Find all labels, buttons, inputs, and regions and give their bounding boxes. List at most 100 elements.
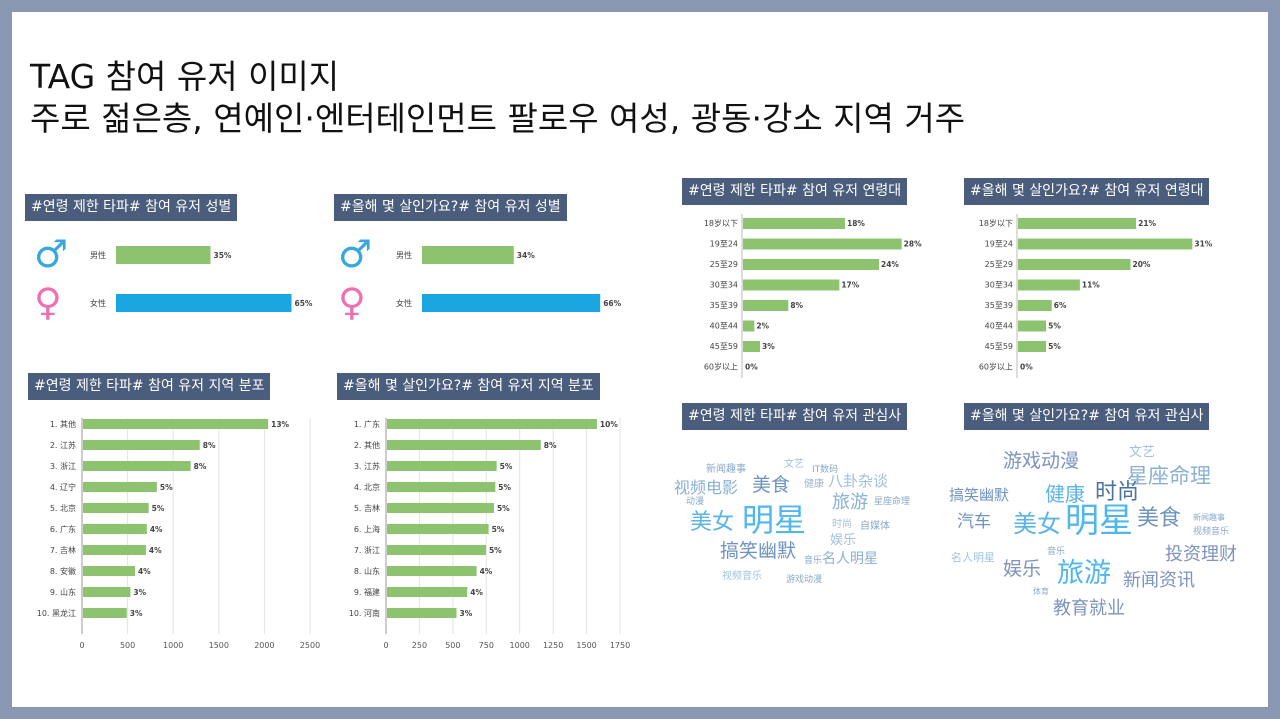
data-label: 8% xyxy=(203,441,216,450)
category-label: 30至34 xyxy=(985,281,1013,290)
data-label: 8% xyxy=(194,462,207,471)
data-label: 21% xyxy=(1138,219,1156,228)
category-label: 10. 河南 xyxy=(349,608,380,618)
gender-a-chart: 男性 35% 女性 65% xyxy=(90,246,313,312)
bar xyxy=(387,566,477,576)
data-label: 10% xyxy=(600,420,618,429)
bar xyxy=(743,259,879,270)
bar xyxy=(1018,238,1193,250)
category-label: 3. 江苏 xyxy=(354,461,380,471)
data-label: 3% xyxy=(133,588,146,597)
category-label: 8. 安徽 xyxy=(50,566,76,576)
wordcloud-word: 新闻趣事 xyxy=(706,464,746,475)
wordcloud-word: 搞笑幽默 xyxy=(949,486,1010,504)
wordcloud-word: 体育 xyxy=(1033,587,1049,596)
category-label: 2. 江苏 xyxy=(50,440,76,450)
category-label: 1. 其他 xyxy=(50,419,76,429)
bar xyxy=(83,503,149,513)
x-tick-label: 0 xyxy=(79,641,84,650)
data-label: 4% xyxy=(470,588,483,597)
category-label: 35至39 xyxy=(710,301,738,310)
wordcloud-word: 游戏动漫 xyxy=(786,575,823,585)
bar xyxy=(387,545,486,555)
data-label: 28% xyxy=(904,240,922,249)
x-tick-label: 1500 xyxy=(209,641,229,650)
wordcloud-word: 搞笑幽默 xyxy=(720,540,797,562)
bar xyxy=(422,294,601,312)
category-label: 9. 福建 xyxy=(354,587,380,597)
wordcloud-word: 旅游 xyxy=(1057,558,1111,589)
data-label: 4% xyxy=(149,546,162,555)
wordcloud-word: 明星 xyxy=(1065,501,1133,541)
x-tick-label: 2500 xyxy=(300,641,320,650)
data-label: 5% xyxy=(1048,322,1061,331)
x-tick-label: 250 xyxy=(412,641,427,650)
data-label: 5% xyxy=(160,483,173,492)
category-label: 7. 浙江 xyxy=(354,545,380,555)
data-label: 5% xyxy=(152,504,165,513)
gender-b-chart: 男性 34% 女性 66% xyxy=(396,246,622,312)
data-label: 4% xyxy=(480,567,493,576)
category-label: 40至44 xyxy=(710,322,738,331)
bar xyxy=(116,294,292,312)
data-label: 24% xyxy=(881,260,899,269)
category-label: 45至59 xyxy=(985,342,1013,351)
gender-b-header: #올해 몇 살인가요?# 참여 유저 성별 xyxy=(334,194,567,221)
data-label: 20% xyxy=(1133,260,1151,269)
female-symbol-icon: ♀ xyxy=(34,280,62,324)
age-a-header: #연령 제한 타파# 참여 유저 연령대 xyxy=(682,178,908,205)
data-label: 2% xyxy=(756,322,769,331)
x-tick-label: 1000 xyxy=(510,641,530,650)
data-label: 34% xyxy=(517,251,535,260)
x-tick-label: 1000 xyxy=(163,641,183,650)
category-label: 6. 广东 xyxy=(50,524,76,534)
wordcloud-word: 视频音乐 xyxy=(722,571,762,582)
bar xyxy=(743,279,840,291)
bar xyxy=(1018,218,1137,229)
category-label: 5. 北京 xyxy=(50,503,76,513)
age-b-chart: 18岁以下 21% 19至24 31% 25至29 20% 30至34 11% 35至39 6% 4… xyxy=(979,214,1213,378)
category-label: 60岁以上 xyxy=(979,362,1013,372)
bar xyxy=(1018,320,1047,332)
category-label: 10. 黑龙江 xyxy=(37,608,76,618)
wordcloud-word: 新闻资讯 xyxy=(1123,570,1195,591)
category-label: 4. 辽宁 xyxy=(50,482,76,492)
region-b-header: #올해 몇 살인가요?# 참여 유저 지역 분포 xyxy=(337,373,600,400)
wordcloud-word: 星座命理 xyxy=(1127,464,1211,488)
bar xyxy=(83,461,191,471)
slide: TAG 참여 유저 이미지 주로 젊은층, 연예인·엔터테인먼트 팔로우 여성,… xyxy=(12,12,1268,707)
interest-a-header: #연령 제한 타파# 참여 유저 관심사 xyxy=(682,403,908,430)
data-label: 35% xyxy=(214,251,232,260)
bar xyxy=(743,300,789,311)
bar xyxy=(83,440,200,450)
data-label: 5% xyxy=(498,483,511,492)
wordcloud-word: 投资理财 xyxy=(1165,544,1237,565)
bar xyxy=(83,419,269,429)
data-label: 0% xyxy=(1020,363,1033,372)
wordcloud-word: 时尚 xyxy=(1095,480,1140,505)
category-label: 18岁以下 xyxy=(704,218,738,228)
x-tick-label: 750 xyxy=(479,641,494,650)
bar xyxy=(116,246,211,264)
wordcloud-word: 名人明星 xyxy=(822,551,878,567)
category-label: 40至44 xyxy=(985,322,1013,331)
wordcloud-word: 汽车 xyxy=(957,512,991,532)
x-tick-label: 2000 xyxy=(254,641,274,650)
category-label: 45至59 xyxy=(710,342,738,351)
category-label: 男性 xyxy=(90,250,106,260)
wordcloud-word: 娱乐 xyxy=(830,533,857,548)
category-label: 男性 xyxy=(396,250,412,260)
bar xyxy=(1018,300,1052,311)
data-label: 4% xyxy=(138,567,151,576)
wordcloud-word: 文艺 xyxy=(1129,445,1156,460)
female-symbol-icon: ♀ xyxy=(338,280,366,324)
category-label: 5. 吉林 xyxy=(354,503,380,513)
slide-title: TAG 참여 유저 이미지 xyxy=(30,57,340,96)
bar xyxy=(743,218,845,229)
wordcloud-word: 八卦杂谈 xyxy=(828,472,889,490)
wordcloud-word: 美食 xyxy=(1137,506,1182,531)
data-label: 5% xyxy=(500,462,513,471)
bar xyxy=(1018,259,1131,270)
bar xyxy=(83,545,146,555)
category-label: 9. 山东 xyxy=(50,587,76,597)
